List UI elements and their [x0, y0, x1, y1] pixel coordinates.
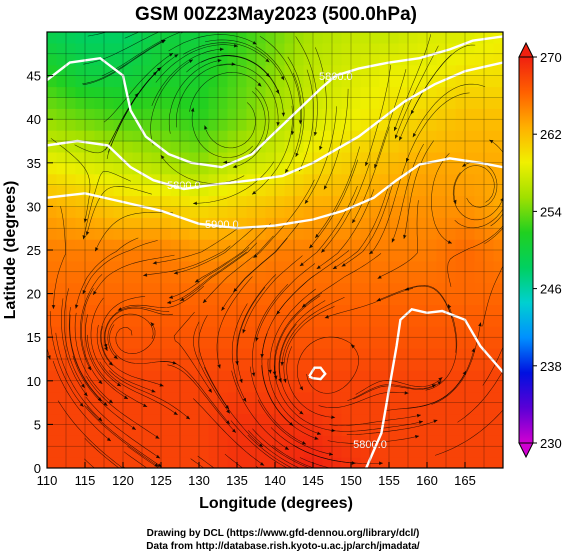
- x-tick-label: 155: [378, 473, 400, 488]
- colorbar-min-arrow: [518, 442, 534, 459]
- contour-label: 5800.0: [167, 180, 201, 192]
- y-tick-label: 5: [34, 417, 41, 432]
- x-axis-ticks: 110 115 120 125 130 135 140 145 150 155 160 165: [37, 462, 476, 488]
- y-tick-label: 40: [27, 112, 41, 127]
- colorbar-tick-label: 262: [540, 127, 562, 142]
- colorbar: 230 238 246 254 262 270: [518, 41, 562, 459]
- colorbar-tick-label: 238: [540, 359, 562, 374]
- x-tick-label: 125: [150, 473, 172, 488]
- y-tick-label: 15: [27, 330, 41, 345]
- y-axis-ticks: 0 5 10 15 20 25 30 35 40 45: [27, 69, 53, 476]
- x-tick-label: 165: [454, 473, 476, 488]
- x-tick-label: 150: [340, 473, 362, 488]
- colorbar-tick-label: 246: [540, 282, 562, 297]
- contour-line: [47, 35, 503, 169]
- x-tick-label: 120: [112, 473, 134, 488]
- colorbar-max-arrow: [518, 41, 534, 58]
- y-tick-label: 25: [27, 243, 41, 258]
- x-tick-label: 140: [264, 473, 286, 488]
- credit-line-2: Data from http://database.rish.kyoto-u.a…: [146, 541, 420, 552]
- x-tick-label: 135: [226, 473, 248, 488]
- y-tick-label: 20: [27, 287, 41, 302]
- x-tick-label: 145: [302, 473, 324, 488]
- contour-label: 5900.0: [205, 219, 239, 231]
- x-axis-label: Longitude (degrees): [199, 495, 353, 512]
- y-axis-label: Latitude (degrees): [2, 181, 19, 320]
- credit-line-1: Drawing by DCL (https://www.gfd-dennou.o…: [146, 528, 420, 539]
- colorbar-tick-label: 254: [540, 204, 562, 219]
- y-tick-label: 35: [27, 156, 41, 171]
- x-tick-label: 160: [416, 473, 438, 488]
- y-tick-label: 10: [27, 374, 41, 389]
- chart-title: GSM 00Z23May2023 (500.0hPa): [135, 4, 417, 25]
- x-tick-label: 110: [37, 473, 58, 488]
- grid-lines: [47, 32, 503, 468]
- y-tick-label: 0: [34, 461, 41, 476]
- contour-label: 5800.0: [319, 71, 353, 83]
- colorbar-tick-label: 270: [540, 50, 562, 65]
- contour-line: [365, 307, 503, 468]
- y-tick-label: 45: [27, 69, 41, 84]
- y-tick-label: 30: [27, 199, 41, 214]
- colorbar-ramp: [518, 56, 534, 444]
- temperature-field: [47, 32, 503, 468]
- x-tick-label: 130: [188, 473, 210, 488]
- colorbar-tick-label: 230: [540, 436, 562, 451]
- x-tick-label: 115: [75, 473, 96, 488]
